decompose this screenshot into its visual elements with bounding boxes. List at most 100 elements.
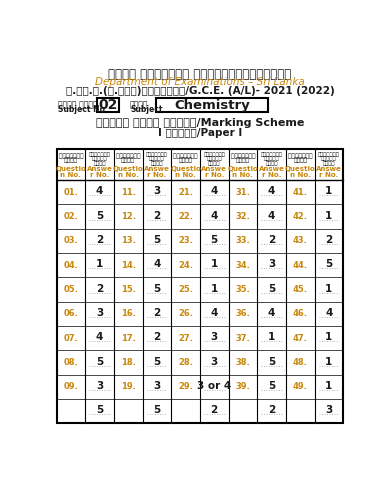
Text: 1: 1: [325, 284, 333, 294]
Text: 5: 5: [325, 260, 333, 269]
Text: ප්‍රෂ්නය: ප්‍රෂ්නය: [58, 153, 83, 159]
Text: 11.: 11.: [121, 188, 136, 197]
Text: 2: 2: [96, 235, 103, 245]
Text: 5: 5: [153, 284, 161, 294]
Text: Answe: Answe: [259, 166, 284, 172]
Text: Answe: Answe: [201, 166, 227, 172]
Text: 39.: 39.: [236, 382, 250, 392]
Bar: [156, 98, 268, 112]
Text: 3 or 4: 3 or 4: [197, 381, 231, 391]
Text: 2: 2: [211, 406, 218, 415]
Text: 5: 5: [268, 357, 275, 367]
Text: නිවැරදි: නිවැරදි: [261, 151, 282, 157]
Text: r No.: r No.: [204, 171, 224, 178]
Text: Answe: Answe: [87, 166, 112, 172]
Text: 1: 1: [211, 284, 218, 294]
Text: 25.: 25.: [178, 285, 193, 294]
Text: ලංකා පරික්෇ා දෙපාර්තමෙන්තුව: ලංකා පරික්෇ා දෙපාර්තමෙන්තුව: [108, 68, 291, 81]
Text: අංකය: අංකය: [265, 161, 278, 166]
Text: 03.: 03.: [64, 236, 78, 245]
Text: 4: 4: [153, 260, 161, 269]
Text: n No.: n No.: [118, 171, 138, 178]
Text: ප්‍රෂ්නය: ප්‍රෂ්නය: [230, 153, 255, 159]
Text: 17.: 17.: [121, 334, 136, 343]
Text: Questio: Questio: [113, 166, 144, 172]
Text: r No.: r No.: [90, 171, 109, 178]
Text: 07.: 07.: [64, 334, 78, 343]
Text: 5: 5: [96, 406, 103, 415]
Text: 2: 2: [96, 284, 103, 294]
Text: ලකුණු දීම෪ ක්‍රමය/Marking Scheme: ලකුණු දීම෪ ක්‍රමය/Marking Scheme: [96, 118, 304, 129]
Text: 24.: 24.: [178, 261, 193, 270]
Text: 49.: 49.: [293, 382, 308, 392]
Text: 21.: 21.: [178, 188, 193, 197]
Text: 4: 4: [268, 211, 275, 221]
Text: 4: 4: [268, 187, 275, 196]
Text: r No.: r No.: [262, 171, 281, 178]
Text: 5: 5: [268, 381, 275, 391]
Text: 1: 1: [96, 260, 103, 269]
Text: 1: 1: [325, 211, 333, 221]
Text: 02.: 02.: [64, 212, 78, 221]
Text: නිවැරදි: නිවැරදි: [203, 151, 225, 157]
Text: ප්‍රෂ්නය: ප්‍රෂ්නය: [288, 153, 312, 159]
Text: 4: 4: [211, 211, 218, 221]
Text: 1: 1: [325, 357, 333, 367]
Text: 5: 5: [153, 406, 161, 415]
Text: Questio: Questio: [170, 166, 201, 172]
Text: 46.: 46.: [293, 309, 308, 318]
Text: උත්තර: උත්තර: [149, 156, 165, 161]
Text: n No.: n No.: [232, 171, 254, 178]
Text: උත්තර: උත්තර: [92, 156, 107, 161]
Text: 45.: 45.: [293, 285, 308, 294]
Text: 34.: 34.: [236, 261, 250, 270]
Text: 5: 5: [153, 357, 161, 367]
Text: 4: 4: [96, 187, 103, 196]
Text: ළිෂය අංකය: ළිෂය අංකය: [58, 100, 98, 109]
Text: 15.: 15.: [121, 285, 136, 294]
Text: 08.: 08.: [64, 358, 78, 367]
Text: 37.: 37.: [236, 334, 250, 343]
Text: ප්‍රෂ්නය: ප්‍රෂ්නය: [116, 153, 140, 159]
Text: 42.: 42.: [293, 212, 308, 221]
Text: අ.පො.ස.(උ.පෙල)ළි්පාගය/G.C.E. (A/L)- 2021 (2022): අ.පො.ස.(උ.පෙල)ළි්පාගය/G.C.E. (A/L)- 2021…: [66, 86, 334, 96]
Text: 06.: 06.: [64, 309, 78, 318]
Bar: [97, 98, 119, 112]
Text: 1: 1: [325, 381, 333, 391]
Text: 41.: 41.: [293, 188, 308, 197]
Text: 14.: 14.: [121, 261, 136, 270]
Text: Subject No: Subject No: [58, 105, 105, 114]
Text: Subject: Subject: [130, 105, 163, 114]
Text: 3: 3: [211, 357, 218, 367]
Text: 4: 4: [96, 333, 103, 342]
Text: 18.: 18.: [121, 358, 136, 367]
Text: 05.: 05.: [64, 285, 78, 294]
Text: 5: 5: [96, 211, 103, 221]
Text: 2: 2: [153, 308, 161, 318]
Text: උත්තර: උත්තර: [206, 156, 222, 161]
Text: අංකය: අංකය: [93, 161, 106, 166]
Text: 1: 1: [325, 333, 333, 342]
Text: 2: 2: [325, 235, 333, 245]
Text: අංකය: අංකය: [121, 158, 135, 163]
Text: r No.: r No.: [319, 171, 339, 178]
Text: r No.: r No.: [147, 171, 167, 178]
Text: Questio: Questio: [55, 166, 86, 172]
Text: 5: 5: [153, 235, 161, 245]
Text: n No.: n No.: [290, 171, 311, 178]
Text: Answe: Answe: [316, 166, 342, 172]
Text: 5: 5: [268, 284, 275, 294]
Text: 5: 5: [211, 235, 218, 245]
Text: 29.: 29.: [178, 382, 193, 392]
Text: 4: 4: [211, 187, 218, 196]
Text: 4: 4: [268, 308, 275, 318]
Text: 3: 3: [96, 308, 103, 318]
Text: 35.: 35.: [236, 285, 250, 294]
Text: n No.: n No.: [175, 171, 196, 178]
Text: 2: 2: [268, 406, 275, 415]
Text: I පත්‍රය/Paper I: I පත්‍රය/Paper I: [158, 128, 242, 138]
Text: 3: 3: [211, 333, 218, 342]
Text: 47.: 47.: [293, 334, 308, 343]
Text: නිවැරදි: නිවැරදි: [146, 151, 168, 157]
Text: අංකය: අංකය: [323, 161, 335, 166]
